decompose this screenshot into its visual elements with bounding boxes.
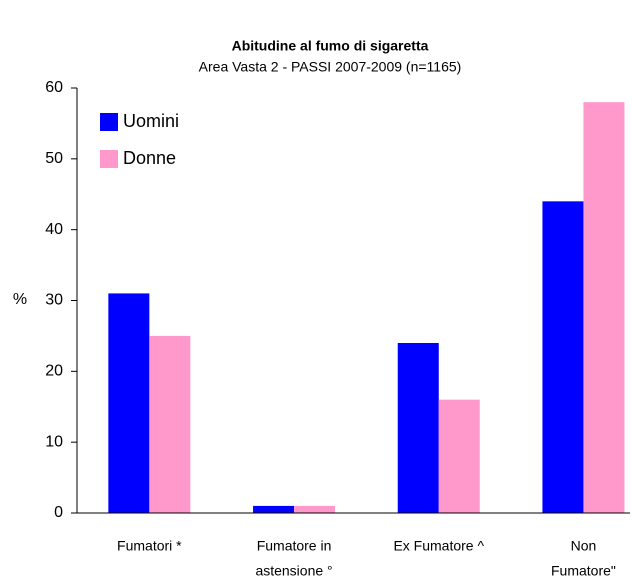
- bar: [397, 343, 439, 513]
- bar: [438, 399, 480, 513]
- y-tick-label: 30: [45, 292, 63, 309]
- legend-swatch: [100, 150, 118, 168]
- bar: [542, 201, 584, 514]
- legend-swatch: [100, 113, 118, 131]
- y-tick-label: 20: [45, 363, 63, 380]
- y-tick-label: 0: [54, 504, 63, 521]
- chart-subtitle: Area Vasta 2 - PASSI 2007-2009 (n=1165): [199, 59, 462, 75]
- x-tick-label: Ex Fumatore ^: [393, 538, 484, 554]
- legend-label: Uomini: [123, 111, 179, 131]
- bar: [294, 505, 336, 513]
- bar: [583, 102, 625, 514]
- x-tick-label: astensione °: [255, 563, 332, 578]
- legend-label: Donne: [123, 148, 176, 168]
- x-tick-label: Fumatore": [551, 563, 616, 578]
- x-tick-label: Fumatore in: [257, 538, 332, 554]
- bar: [108, 293, 150, 513]
- y-axis-label: %: [13, 291, 27, 308]
- x-tick-label: Fumatori *: [117, 538, 182, 554]
- chart-title: Abitudine al fumo di sigaretta: [232, 38, 429, 54]
- bar: [149, 335, 191, 513]
- y-tick-label: 60: [45, 79, 63, 96]
- bar: [253, 505, 295, 513]
- y-tick-label: 50: [45, 150, 63, 167]
- x-tick-label: Non: [571, 538, 597, 554]
- y-tick-label: 40: [45, 221, 63, 238]
- y-tick-label: 10: [45, 433, 63, 450]
